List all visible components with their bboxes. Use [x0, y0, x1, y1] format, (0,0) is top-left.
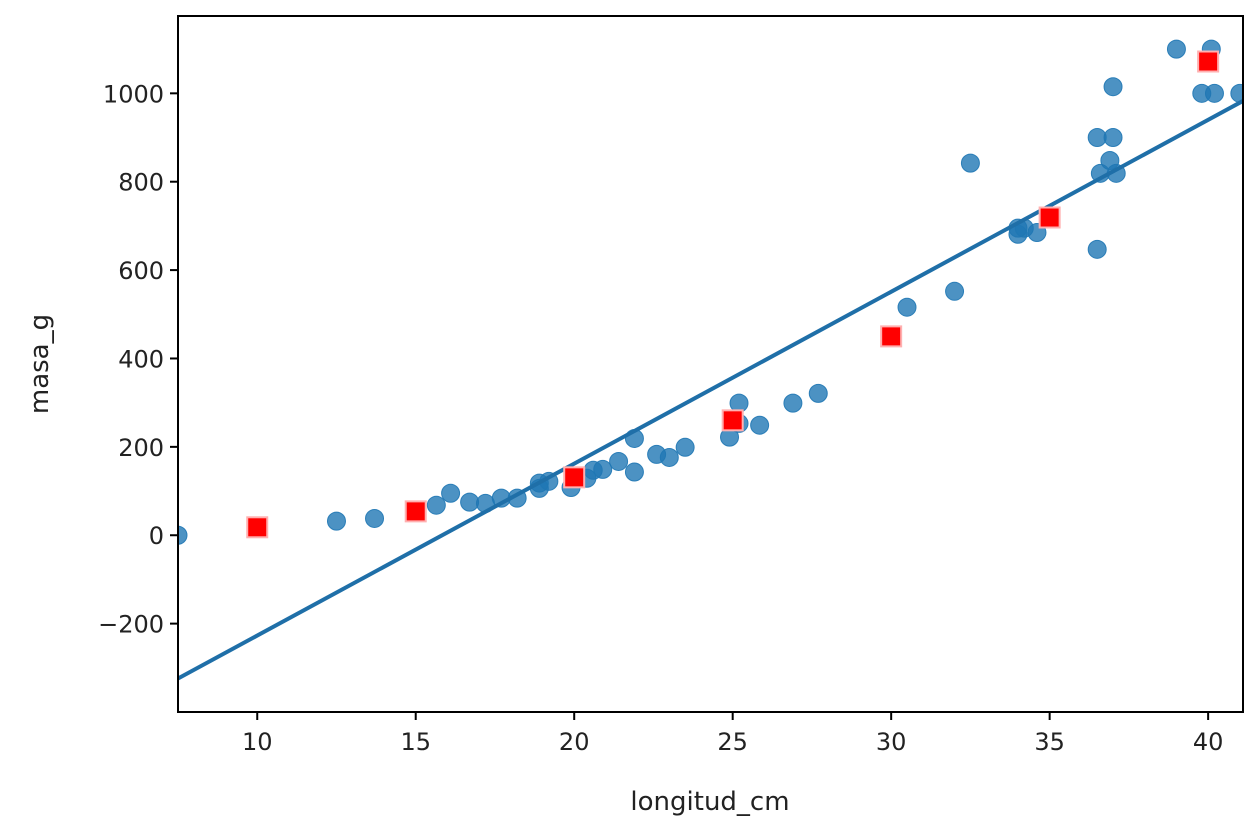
data-point	[1087, 128, 1107, 148]
axes-frame	[177, 15, 1244, 713]
data-point	[460, 492, 480, 512]
prediction-point	[721, 409, 744, 432]
prediction-point	[1197, 50, 1220, 73]
prediction-point	[563, 466, 586, 489]
x-tick-label: 20	[559, 728, 590, 756]
x-tick-label: 10	[242, 728, 273, 756]
data-point	[609, 451, 629, 471]
data-point	[1103, 77, 1123, 97]
data-point	[960, 153, 980, 173]
prediction-point	[404, 500, 427, 523]
ticks: 10 15 20 25 30 35 40 −200 0 200 400 600 800 1000	[98, 80, 1223, 756]
plot-area	[178, 39, 1243, 681]
y-axis-label: masa_g	[25, 314, 55, 414]
data-point	[1166, 39, 1186, 59]
prediction-point	[1038, 206, 1061, 229]
y-tick-label: 1000	[103, 80, 164, 108]
regression-line	[178, 99, 1243, 681]
data-point	[1230, 83, 1243, 103]
data-point	[897, 297, 917, 317]
x-tick-label: 30	[876, 728, 907, 756]
data-point	[808, 383, 828, 403]
data-point	[426, 495, 446, 515]
data-point	[593, 459, 613, 479]
y-tick-label: 200	[118, 434, 164, 462]
x-tick-label: 35	[1034, 728, 1065, 756]
data-point	[1087, 239, 1107, 259]
data-point	[326, 511, 346, 531]
data-point	[1204, 83, 1224, 103]
y-tick-label: −200	[98, 611, 164, 639]
x-tick-label: 40	[1193, 728, 1224, 756]
y-tick-label: 800	[118, 169, 164, 197]
prediction-point	[246, 516, 269, 539]
data-point	[783, 393, 803, 413]
data-point	[945, 281, 965, 301]
data-point	[1103, 128, 1123, 148]
data-point	[659, 447, 679, 467]
data-point	[365, 508, 385, 528]
data-point	[624, 462, 644, 482]
x-tick-label: 25	[717, 728, 748, 756]
data-point	[750, 415, 770, 435]
data-point	[178, 525, 188, 545]
y-tick-label: 400	[118, 345, 164, 373]
data-point	[441, 483, 461, 503]
y-tick-label: 600	[118, 257, 164, 285]
prediction-point	[880, 325, 903, 348]
x-tick-label: 15	[400, 728, 431, 756]
series-group	[178, 39, 1243, 681]
data-point	[675, 437, 695, 457]
y-tick-label: 0	[149, 522, 164, 550]
x-axis-label: longitud_cm	[630, 787, 789, 817]
